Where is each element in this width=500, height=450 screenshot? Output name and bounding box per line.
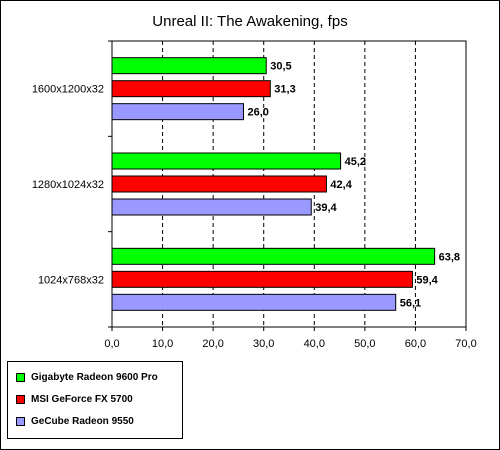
- data-label: 59,4: [416, 274, 438, 286]
- x-tick-label: 20,0: [202, 338, 223, 350]
- category-label: 1280x1024x32: [32, 179, 104, 191]
- legend-item: Gigabyte Radeon 9600 Pro: [16, 370, 158, 384]
- bar: [111, 152, 342, 170]
- legend-swatch: [16, 372, 25, 382]
- x-tick-label: 70,0: [455, 338, 476, 350]
- x-tick-label: 30,0: [253, 338, 274, 350]
- data-label: 56,1: [400, 297, 421, 309]
- data-label: 45,2: [345, 156, 366, 168]
- bar: [111, 270, 413, 288]
- bar: [111, 103, 244, 121]
- legend-label: MSI GeForce FX 5700: [31, 393, 133, 405]
- x-tick-label: 50,0: [354, 338, 375, 350]
- x-tick-label: 60,0: [405, 338, 426, 350]
- chart-title: Unreal II: The Awakening, fps: [152, 13, 348, 30]
- x-tick-label: 10,0: [152, 338, 173, 350]
- legend-item: MSI GeForce FX 5700: [16, 392, 133, 406]
- legend-label: Gigabyte Radeon 9600 Pro: [31, 371, 158, 383]
- bar: [111, 293, 397, 311]
- bar: [111, 198, 312, 216]
- legend-swatch: [16, 416, 25, 426]
- data-label: 39,4: [315, 202, 337, 214]
- data-label: 63,8: [439, 251, 460, 263]
- data-label: 42,4: [330, 179, 352, 191]
- x-tick-label: 0,0: [104, 338, 119, 350]
- bar: [111, 57, 267, 75]
- bar: [111, 175, 327, 193]
- x-tick-label: 40,0: [304, 338, 325, 350]
- category-label: 1600x1200x32: [32, 84, 104, 96]
- legend-swatch: [16, 394, 25, 404]
- legend: Gigabyte Radeon 9600 Pro MSI GeForce FX 5…: [7, 361, 183, 439]
- legend-label: GeCube Radeon 9550: [31, 415, 134, 427]
- category-label: 1024x768x32: [38, 274, 104, 286]
- data-label: 30,5: [270, 61, 291, 73]
- legend-item: GeCube Radeon 9550: [16, 414, 134, 428]
- data-label: 26,0: [247, 107, 268, 119]
- data-label: 31,3: [274, 84, 295, 96]
- bar: [111, 80, 271, 98]
- bar: [111, 247, 436, 265]
